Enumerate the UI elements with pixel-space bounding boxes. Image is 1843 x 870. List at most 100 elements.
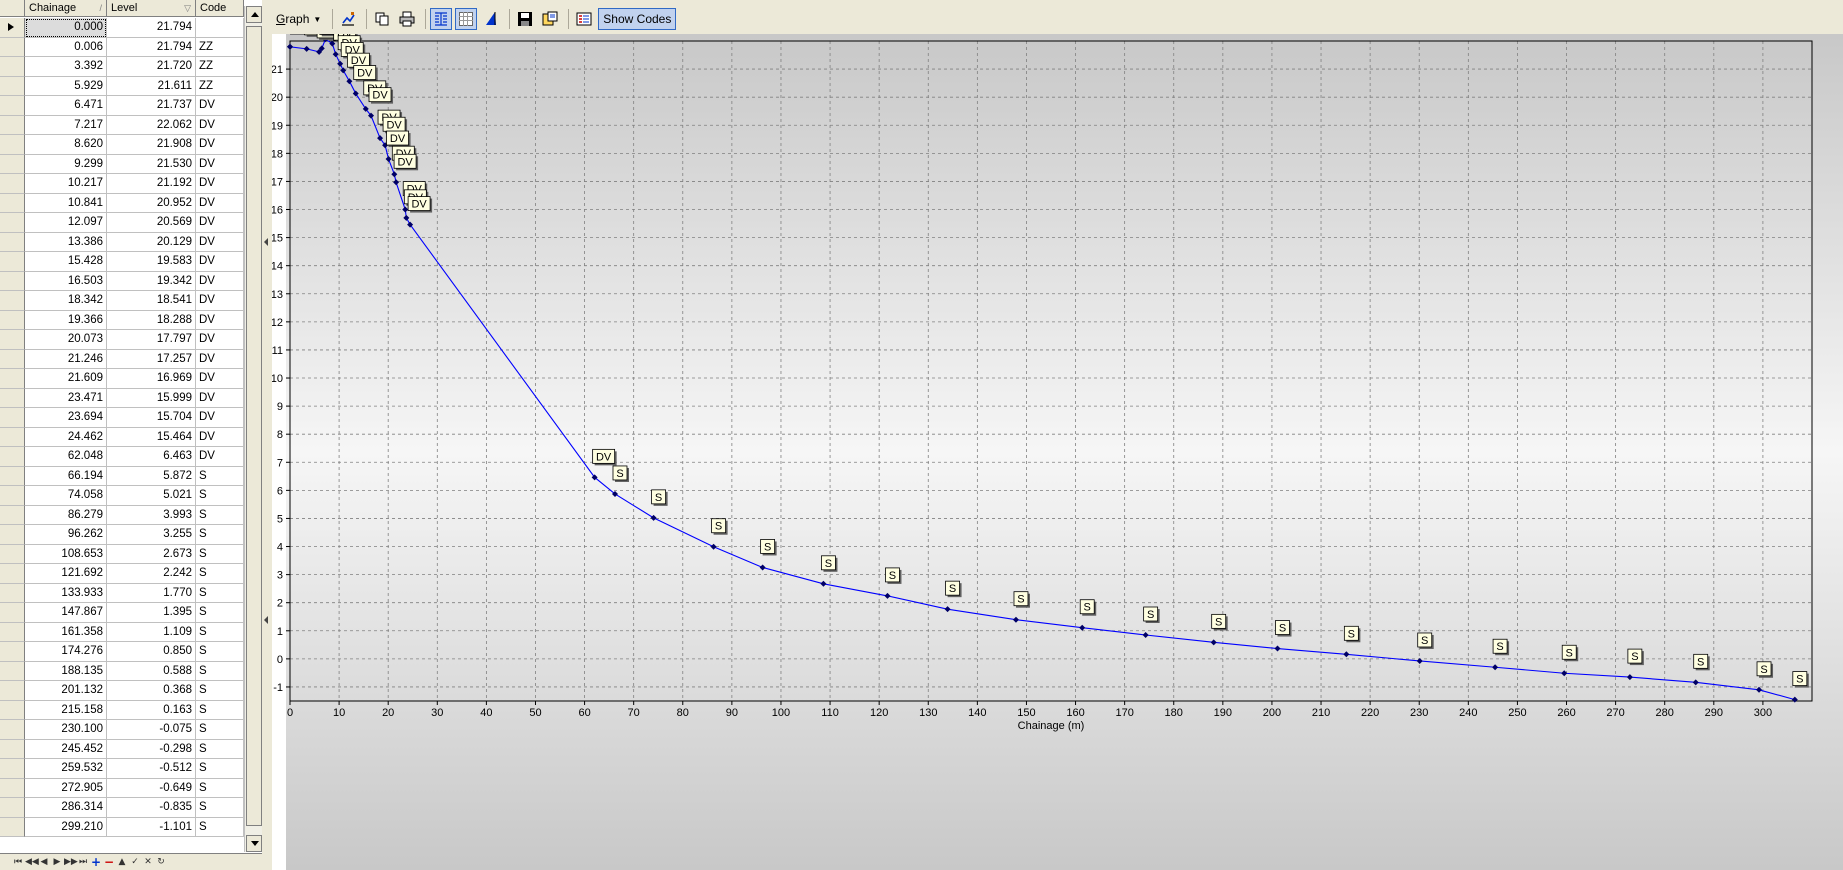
copy-button[interactable] <box>371 8 393 30</box>
cell-code[interactable]: DV <box>196 154 244 174</box>
code-label[interactable]: S <box>760 539 777 556</box>
profile-chart[interactable]: 0 10 20 30 40 50 60 70 80 90 100 110 120 130 140 150 160… <box>272 34 1843 870</box>
table-row[interactable]: 161.358 1.109 S <box>0 622 244 642</box>
cell-chainage[interactable]: 21.609 <box>25 369 107 389</box>
data-grid[interactable]: Chainage / Level ▽ Code 0.000 21.794 0.006… <box>0 0 263 870</box>
row-indicator[interactable] <box>0 505 25 525</box>
grid-toggle-button[interactable] <box>455 8 478 30</box>
row-indicator[interactable] <box>0 291 25 311</box>
data-point[interactable] <box>402 206 409 213</box>
row-indicator[interactable] <box>0 349 25 369</box>
row-indicator[interactable] <box>0 388 25 408</box>
row-indicator[interactable] <box>0 700 25 720</box>
scroll-up-button[interactable] <box>246 6 262 23</box>
cell-chainage[interactable]: 215.158 <box>25 700 107 720</box>
cell-chainage[interactable]: 9.299 <box>25 154 107 174</box>
data-point[interactable] <box>340 67 347 74</box>
cell-level[interactable]: 21.611 <box>107 76 196 96</box>
cell-chainage[interactable]: 21.246 <box>25 349 107 369</box>
collapse-left-icon[interactable] <box>264 238 268 246</box>
row-indicator[interactable] <box>0 57 25 77</box>
data-point[interactable] <box>303 45 310 52</box>
cell-level[interactable]: 21.794 <box>107 37 196 57</box>
code-label[interactable]: S <box>1275 620 1292 637</box>
table-row[interactable]: 23.694 15.704 DV <box>0 408 244 428</box>
code-label[interactable]: DV <box>368 87 394 104</box>
row-indicator[interactable] <box>0 427 25 447</box>
cell-level[interactable]: 20.952 <box>107 193 196 213</box>
table-row[interactable]: 16.503 19.342 DV <box>0 271 244 291</box>
data-point[interactable] <box>1626 674 1633 681</box>
cell-code[interactable]: DV <box>196 193 244 213</box>
cell-level[interactable]: -1.101 <box>107 817 196 837</box>
cell-level[interactable]: 2.242 <box>107 564 196 584</box>
cell-code[interactable]: S <box>196 700 244 720</box>
row-indicator[interactable] <box>0 798 25 818</box>
cell-level[interactable]: 18.541 <box>107 291 196 311</box>
cell-level[interactable]: 21.908 <box>107 135 196 155</box>
cell-chainage[interactable]: 286.314 <box>25 798 107 818</box>
row-indicator[interactable] <box>0 466 25 486</box>
data-point[interactable] <box>1210 639 1217 646</box>
row-indicator[interactable] <box>0 174 25 194</box>
grid-vertical-scrollbar[interactable] <box>244 6 263 852</box>
data-point[interactable] <box>1142 632 1149 638</box>
data-point[interactable] <box>1791 696 1798 703</box>
scroll-thumb[interactable] <box>246 26 262 826</box>
cell-code[interactable]: DV <box>196 330 244 350</box>
cell-code[interactable]: DV <box>196 232 244 252</box>
cell-level[interactable]: 1.770 <box>107 583 196 603</box>
table-row[interactable]: 13.386 20.129 DV <box>0 232 244 252</box>
data-point[interactable] <box>1492 664 1499 671</box>
cell-chainage[interactable]: 74.058 <box>25 486 107 506</box>
table-row[interactable]: 74.058 5.021 S <box>0 486 244 506</box>
code-label[interactable]: S <box>821 555 838 572</box>
table-row[interactable]: 108.653 2.673 S <box>0 544 244 564</box>
cell-code[interactable]: DV <box>196 310 244 330</box>
cell-level[interactable]: -0.298 <box>107 739 196 759</box>
cell-level[interactable]: 0.850 <box>107 642 196 662</box>
cell-level[interactable]: 19.583 <box>107 252 196 272</box>
cell-chainage[interactable]: 6.471 <box>25 96 107 116</box>
code-label[interactable]: DV <box>407 196 433 213</box>
row-indicator[interactable] <box>0 603 25 623</box>
table-row[interactable]: 6.471 21.737 DV <box>0 96 244 116</box>
print-button[interactable] <box>396 8 418 30</box>
cell-level[interactable]: 3.255 <box>107 525 196 545</box>
axis-button[interactable] <box>480 8 502 30</box>
data-point[interactable] <box>318 45 325 52</box>
row-indicator[interactable] <box>0 37 25 57</box>
data-point[interactable] <box>884 592 891 599</box>
row-indicator[interactable] <box>0 564 25 584</box>
table-row[interactable]: 286.314 -0.835 S <box>0 798 244 818</box>
cell-code[interactable]: S <box>196 583 244 603</box>
nav-cancel-button[interactable]: ✕ <box>144 856 152 867</box>
table-row[interactable]: 23.471 15.999 DV <box>0 388 244 408</box>
cell-code[interactable]: S <box>196 817 244 837</box>
column-header-chainage[interactable]: Chainage / <box>25 0 107 17</box>
cell-level[interactable]: 15.464 <box>107 427 196 447</box>
cell-code[interactable]: DV <box>196 427 244 447</box>
code-label[interactable]: DV <box>319 34 344 37</box>
cell-chainage[interactable]: 259.532 <box>25 759 107 779</box>
data-point[interactable] <box>316 48 323 55</box>
data-point[interactable] <box>1756 686 1763 693</box>
cell-chainage[interactable]: 3.392 <box>25 57 107 77</box>
row-indicator[interactable] <box>0 486 25 506</box>
code-label[interactable]: DV <box>382 116 408 134</box>
row-indicator[interactable] <box>0 96 25 116</box>
data-point[interactable] <box>352 90 359 97</box>
data-point[interactable] <box>346 78 353 85</box>
data-point[interactable] <box>759 564 766 571</box>
legend-button[interactable] <box>573 8 595 30</box>
cell-code[interactable]: ZZ <box>196 57 244 77</box>
cell-level[interactable]: 18.288 <box>107 310 196 330</box>
code-label[interactable]: S <box>612 465 629 482</box>
table-row[interactable]: 10.841 20.952 DV <box>0 193 244 213</box>
cell-chainage[interactable]: 245.452 <box>25 739 107 759</box>
row-indicator[interactable] <box>0 759 25 779</box>
cell-level[interactable]: 15.704 <box>107 408 196 428</box>
data-point[interactable] <box>403 214 410 221</box>
row-indicator[interactable] <box>0 330 25 350</box>
row-indicator[interactable] <box>0 310 25 330</box>
